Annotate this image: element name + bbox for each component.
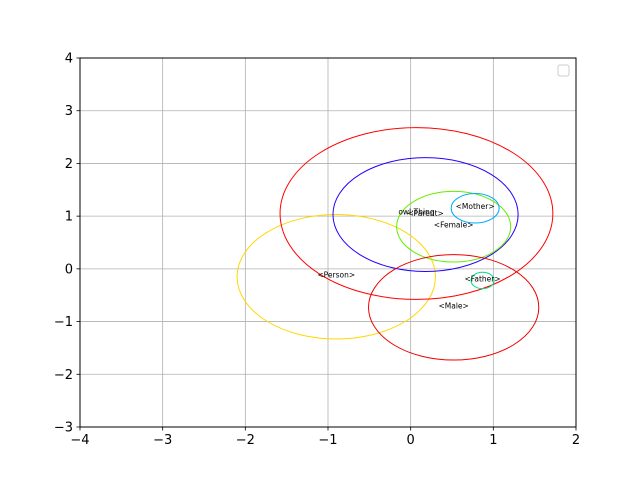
y-tick-label: 0: [65, 262, 73, 277]
y-tick-label: 1: [65, 210, 73, 225]
y-tick-label: −3: [54, 421, 73, 436]
ellipse-parent: [332, 157, 519, 272]
y-tick-label: 3: [65, 104, 73, 119]
ellipse-label-mother: <Mother>: [456, 202, 495, 211]
ellipse-owl-thing: [279, 127, 554, 300]
ellipse-person: [236, 214, 436, 340]
ellipses: [236, 127, 554, 361]
y-tick-label: 2: [65, 157, 73, 172]
ellipse-label-owl-thing: owl:Thing: [398, 207, 435, 216]
ellipse-father: [470, 271, 495, 290]
ellipse-female: [396, 190, 512, 263]
x-tick-label: −3: [153, 433, 172, 448]
y-tick-label: −2: [54, 368, 73, 383]
x-tick-label: −2: [236, 433, 255, 448]
ellipse-label-person: <Person>: [317, 271, 355, 280]
y-tick-label: 4: [65, 52, 73, 67]
x-tick-label: −4: [70, 433, 89, 448]
x-tick-label: −1: [318, 433, 337, 448]
ellipse-label-male: <Male>: [438, 301, 468, 310]
x-tick-label: 0: [407, 433, 415, 448]
ellipse-label-parent: <Parent>: [407, 209, 444, 218]
ellipse-male: [368, 254, 540, 361]
y-tick-label: −1: [54, 315, 73, 330]
x-tick-label: 1: [489, 433, 497, 448]
ellipse-labels: <Person> owl:Thing<Parent> <Female> <Mother…: [317, 202, 500, 310]
x-tick-label: 2: [572, 433, 580, 448]
ellipse-mother: [450, 192, 500, 224]
legend-box: [557, 64, 570, 77]
ellipse-label-female: <Female>: [434, 221, 474, 230]
grid: [79, 57, 577, 428]
ellipse-label-father: <Father>: [464, 274, 500, 283]
